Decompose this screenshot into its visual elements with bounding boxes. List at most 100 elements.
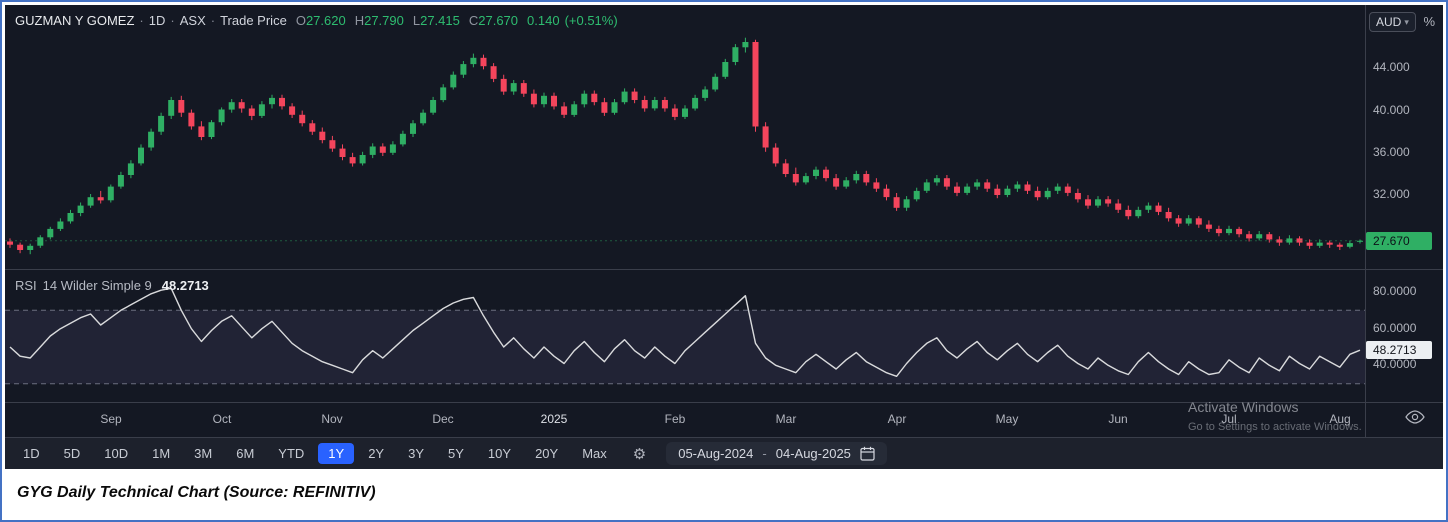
chart-panes: GUZMAN Y GOMEZ · 1D · ASX · Trade Price O27.620… bbox=[5, 5, 1443, 437]
candle-body bbox=[1326, 242, 1333, 245]
price-axis-tick: 44.000 bbox=[1373, 60, 1410, 75]
range-button-3y[interactable]: 3Y bbox=[408, 446, 425, 461]
change-percent: (+0.51%) bbox=[564, 13, 618, 28]
candle-body bbox=[682, 108, 688, 117]
candle-body bbox=[943, 178, 950, 187]
candle-body bbox=[661, 100, 668, 109]
candle-body bbox=[1115, 203, 1122, 210]
candle-body bbox=[480, 57, 487, 67]
date-separator: - bbox=[762, 446, 767, 461]
candle-body bbox=[1054, 186, 1061, 191]
candle-body bbox=[269, 97, 275, 105]
candle-body bbox=[47, 228, 54, 238]
series-type-label: Trade Price bbox=[220, 13, 287, 28]
pane-separator[interactable] bbox=[5, 269, 1443, 270]
candle-body bbox=[1256, 234, 1263, 239]
range-button-1d[interactable]: 1D bbox=[23, 446, 40, 461]
currency-button[interactable]: AUD ▾ bbox=[1369, 12, 1416, 32]
rsi-axis-tick: 40.0000 bbox=[1373, 357, 1417, 372]
percent-scale-icon[interactable]: % bbox=[1423, 14, 1435, 29]
date-range-picker[interactable]: 05-Aug-2024 - 04-Aug-2025 bbox=[666, 442, 887, 465]
candle-body bbox=[903, 199, 910, 208]
range-button-5d[interactable]: 5D bbox=[63, 446, 81, 461]
candle-body bbox=[1336, 244, 1343, 247]
time-axis-tick: Jul bbox=[1221, 412, 1237, 426]
candle-body bbox=[1185, 218, 1192, 224]
candle-body bbox=[420, 112, 427, 124]
candle-body bbox=[551, 95, 557, 107]
candle-body bbox=[853, 174, 860, 181]
time-axis-tick: Nov bbox=[321, 412, 343, 426]
candle-body bbox=[510, 83, 517, 92]
candle-body bbox=[218, 109, 225, 123]
rsi-pane[interactable]: RSI 14 Wilder Simple 9 48.2713 bbox=[5, 270, 1365, 402]
candle-body bbox=[1205, 224, 1212, 229]
separator-dot: · bbox=[170, 13, 175, 28]
range-button-group: 1D 5D 10D 1M 3M 6M YTD 1Y 2Y 3Y 5Y 10Y 20Y Max bbox=[13, 443, 617, 464]
range-button-20y[interactable]: 20Y bbox=[535, 446, 559, 461]
candle-body bbox=[1357, 240, 1363, 242]
candle-body bbox=[621, 91, 628, 103]
candle-body bbox=[772, 147, 779, 164]
range-button-10y[interactable]: 10Y bbox=[487, 446, 512, 461]
range-button-10d[interactable]: 10D bbox=[104, 446, 129, 461]
candle-body bbox=[601, 102, 608, 113]
candle-body bbox=[299, 114, 306, 124]
candle-body bbox=[107, 186, 114, 201]
candle-body bbox=[359, 155, 366, 164]
candle-body bbox=[571, 104, 578, 115]
candle-body bbox=[692, 97, 699, 109]
rsi-params: 14 Wilder Simple 9 bbox=[42, 278, 152, 293]
candle-body bbox=[782, 163, 789, 174]
time-axis-tick: Sep bbox=[100, 412, 122, 426]
gear-icon[interactable]: ⚙ bbox=[632, 445, 647, 463]
time-axis-tick: 2025 bbox=[540, 412, 568, 426]
range-button-6m[interactable]: 6M bbox=[236, 446, 255, 461]
candle-body bbox=[520, 83, 527, 94]
candle-body bbox=[389, 144, 396, 153]
range-button-max[interactable]: Max bbox=[582, 446, 607, 461]
candle-body bbox=[1286, 238, 1293, 243]
bottom-toolbar: 1D 5D 10D 1M 3M 6M YTD 1Y 2Y 3Y 5Y 10Y 20Y Max ⚙ 05-A… bbox=[5, 437, 1443, 469]
interval-label: 1D bbox=[148, 13, 166, 28]
candle-body bbox=[490, 66, 497, 79]
range-button-5y[interactable]: 5Y bbox=[448, 446, 464, 461]
price-pane[interactable]: GUZMAN Y GOMEZ · 1D · ASX · Trade Price O27.620… bbox=[5, 5, 1365, 269]
eye-icon[interactable] bbox=[1405, 410, 1425, 427]
range-button-1m[interactable]: 1M bbox=[152, 446, 171, 461]
candle-body bbox=[470, 57, 477, 65]
candle-body bbox=[17, 244, 24, 250]
candle-body bbox=[984, 182, 991, 189]
candle-body bbox=[138, 147, 144, 164]
time-axis-tick: Apr bbox=[887, 412, 907, 426]
candle-body bbox=[399, 133, 406, 145]
candle-body bbox=[1024, 184, 1031, 191]
range-button-ytd[interactable]: YTD bbox=[278, 446, 305, 461]
change-value: 0.140 bbox=[527, 13, 560, 28]
time-axis[interactable]: Sep Oct Nov Dec 2025 Feb Mar Apr May Jun Jul Aug bbox=[5, 403, 1365, 436]
candle-body bbox=[1135, 209, 1142, 217]
range-button-2y[interactable]: 2Y bbox=[368, 446, 385, 461]
rsi-chart[interactable] bbox=[5, 270, 1365, 402]
candle-body bbox=[1145, 205, 1152, 210]
candle-body bbox=[631, 91, 638, 100]
candle-body bbox=[1266, 234, 1273, 240]
pane-separator[interactable] bbox=[5, 402, 1443, 403]
candle-body bbox=[1004, 188, 1011, 195]
candle-body bbox=[641, 100, 648, 109]
close-value: 27.670 bbox=[478, 13, 519, 28]
range-button-3m[interactable]: 3M bbox=[194, 446, 213, 461]
candle-body bbox=[1246, 234, 1253, 239]
candle-body bbox=[1195, 218, 1202, 225]
candle-body bbox=[198, 126, 205, 137]
candle-body bbox=[823, 169, 829, 179]
candle-body bbox=[228, 102, 235, 110]
range-button-1y[interactable]: 1Y bbox=[318, 443, 355, 464]
candle-body bbox=[964, 186, 971, 193]
rsi-axis-tick: 80.0000 bbox=[1373, 284, 1417, 298]
high-label: H bbox=[354, 13, 365, 28]
candlestick-chart[interactable] bbox=[5, 5, 1365, 269]
candle-body bbox=[933, 178, 940, 183]
price-axis-column[interactable]: AUD ▾ % 44.000 40.000 36.000 32.000 27.670 80.… bbox=[1365, 5, 1441, 437]
candle-body bbox=[883, 188, 890, 198]
